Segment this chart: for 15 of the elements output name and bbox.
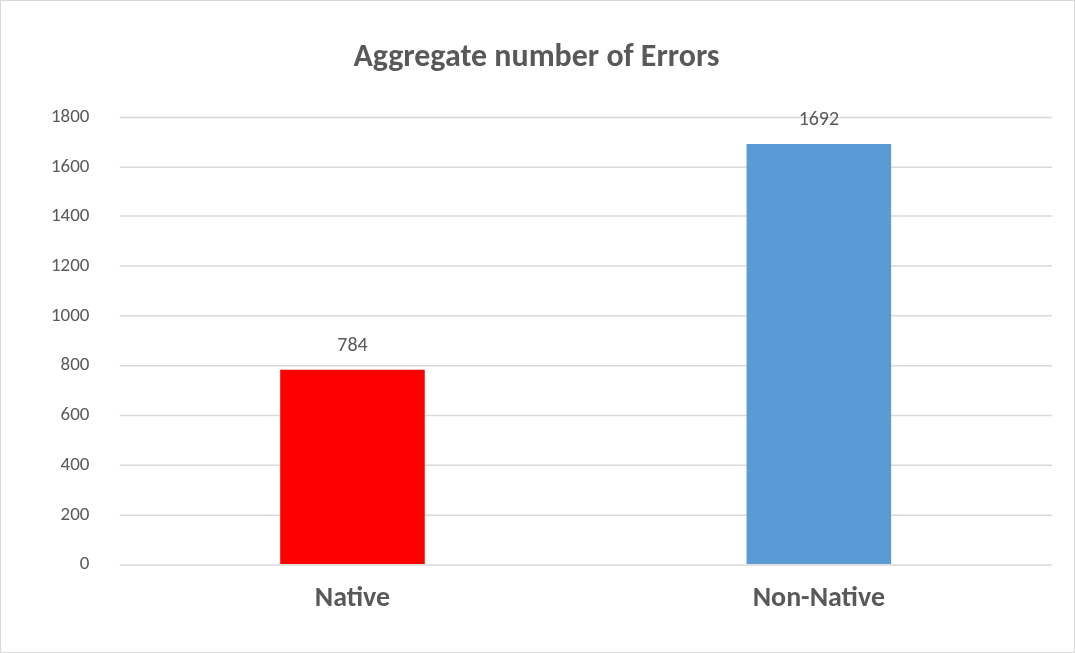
chart-title: Aggregate number of Errors [353,36,720,75]
data-label: 1692 [798,105,840,130]
y-tick-label: 1600 [50,153,90,177]
y-tick-label: 1800 [50,103,90,127]
y-tick-label: 600 [60,402,90,426]
data-label: 784 [337,331,368,356]
y-tick-label: 1400 [50,203,90,227]
y-tick-label: 200 [60,501,90,525]
y-tick-label: 0 [79,551,90,575]
x-tick-label: Native [314,579,391,615]
y-tick-label: 800 [60,352,90,376]
y-tick-label: 1200 [50,253,90,276]
y-tick-label: 1000 [50,302,90,326]
y-tick-label: 400 [60,451,90,475]
x-tick-label: Non-Native [752,579,885,615]
